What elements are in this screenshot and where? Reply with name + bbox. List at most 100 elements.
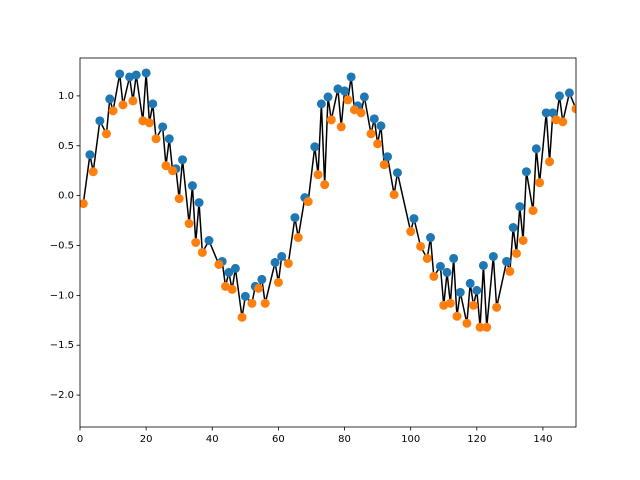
marker <box>389 190 399 200</box>
marker <box>174 194 184 204</box>
x-tick-label: 120 <box>467 434 486 445</box>
marker <box>475 322 485 332</box>
marker <box>505 266 515 276</box>
marker <box>482 322 492 332</box>
marker <box>80 199 88 209</box>
marker <box>316 99 326 109</box>
marker <box>303 197 313 207</box>
marker <box>108 106 118 116</box>
marker <box>502 256 512 266</box>
y-tick-label: 1.0 <box>58 91 74 102</box>
marker <box>426 233 436 243</box>
marker <box>528 206 538 216</box>
marker <box>128 96 138 106</box>
marker <box>293 233 303 243</box>
marker <box>449 253 459 263</box>
marker <box>257 274 267 284</box>
marker <box>515 202 525 212</box>
marker <box>273 277 283 287</box>
marker <box>478 260 488 270</box>
marker <box>283 258 293 268</box>
marker <box>158 122 168 132</box>
marker <box>313 170 323 180</box>
marker <box>326 115 336 125</box>
x-tick-label: 80 <box>338 434 351 445</box>
marker <box>240 291 250 301</box>
marker <box>194 198 204 208</box>
marker <box>191 238 201 247</box>
marker <box>144 118 154 128</box>
plot-area <box>80 68 576 332</box>
marker <box>101 129 111 139</box>
marker <box>187 181 197 191</box>
marker <box>472 285 482 295</box>
marker <box>237 312 247 322</box>
marker <box>435 261 445 271</box>
marker <box>105 94 115 104</box>
marker <box>383 152 393 162</box>
marker <box>260 298 270 308</box>
marker <box>184 219 194 229</box>
y-tick-label: −2.0 <box>50 390 74 401</box>
marker <box>429 271 439 281</box>
marker <box>343 95 353 105</box>
marker <box>164 134 174 144</box>
x-tick-label: 60 <box>272 434 285 445</box>
marker <box>356 108 366 118</box>
marker <box>558 117 568 127</box>
marker <box>168 166 178 176</box>
y-tick-label: 0.0 <box>58 191 74 202</box>
marker <box>442 267 452 277</box>
marker <box>518 236 528 246</box>
marker <box>290 213 300 223</box>
marker <box>468 300 478 310</box>
marker <box>230 263 240 273</box>
marker <box>115 69 125 79</box>
marker <box>548 108 558 118</box>
x-tick-label: 0 <box>77 434 83 445</box>
x-tick-label: 100 <box>401 434 420 445</box>
marker <box>492 302 502 312</box>
marker <box>320 180 330 190</box>
marker <box>118 100 128 110</box>
marker <box>95 116 105 126</box>
marker <box>161 161 171 171</box>
marker <box>141 68 151 78</box>
marker <box>376 121 386 131</box>
marker <box>488 251 498 261</box>
marker <box>452 311 462 321</box>
marker <box>359 92 369 102</box>
marker <box>131 70 141 80</box>
marker <box>247 298 257 308</box>
marker <box>416 241 426 251</box>
marker <box>369 114 379 124</box>
marker <box>214 259 224 269</box>
marker <box>465 278 475 288</box>
marker <box>151 134 161 144</box>
marker <box>564 88 574 98</box>
axes-frame <box>79 57 577 428</box>
marker <box>224 267 234 277</box>
marker <box>511 248 521 258</box>
marker <box>462 318 472 328</box>
marker <box>554 91 564 101</box>
marker <box>85 150 95 160</box>
marker <box>366 129 376 139</box>
y-tick-label: −1.0 <box>50 290 74 301</box>
marker <box>310 142 320 152</box>
marker <box>336 122 346 132</box>
marker <box>406 227 416 237</box>
marker <box>254 283 264 293</box>
marker <box>455 287 465 297</box>
marker <box>178 155 188 165</box>
x-tick-label: 40 <box>206 434 219 445</box>
marker <box>508 223 518 233</box>
marker <box>571 104 576 114</box>
marker <box>545 157 555 167</box>
axes: 0 20 40 60 80 100 120 140 −2.0 −1.5 −1.0 −0.5 0.0 0.5… <box>50 57 577 445</box>
marker <box>270 257 280 267</box>
marker <box>541 108 551 118</box>
marker <box>422 253 432 263</box>
